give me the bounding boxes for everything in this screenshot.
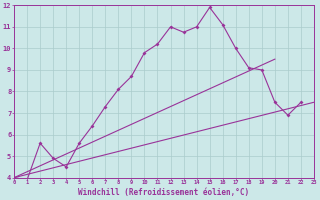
- X-axis label: Windchill (Refroidissement éolien,°C): Windchill (Refroidissement éolien,°C): [78, 188, 250, 197]
